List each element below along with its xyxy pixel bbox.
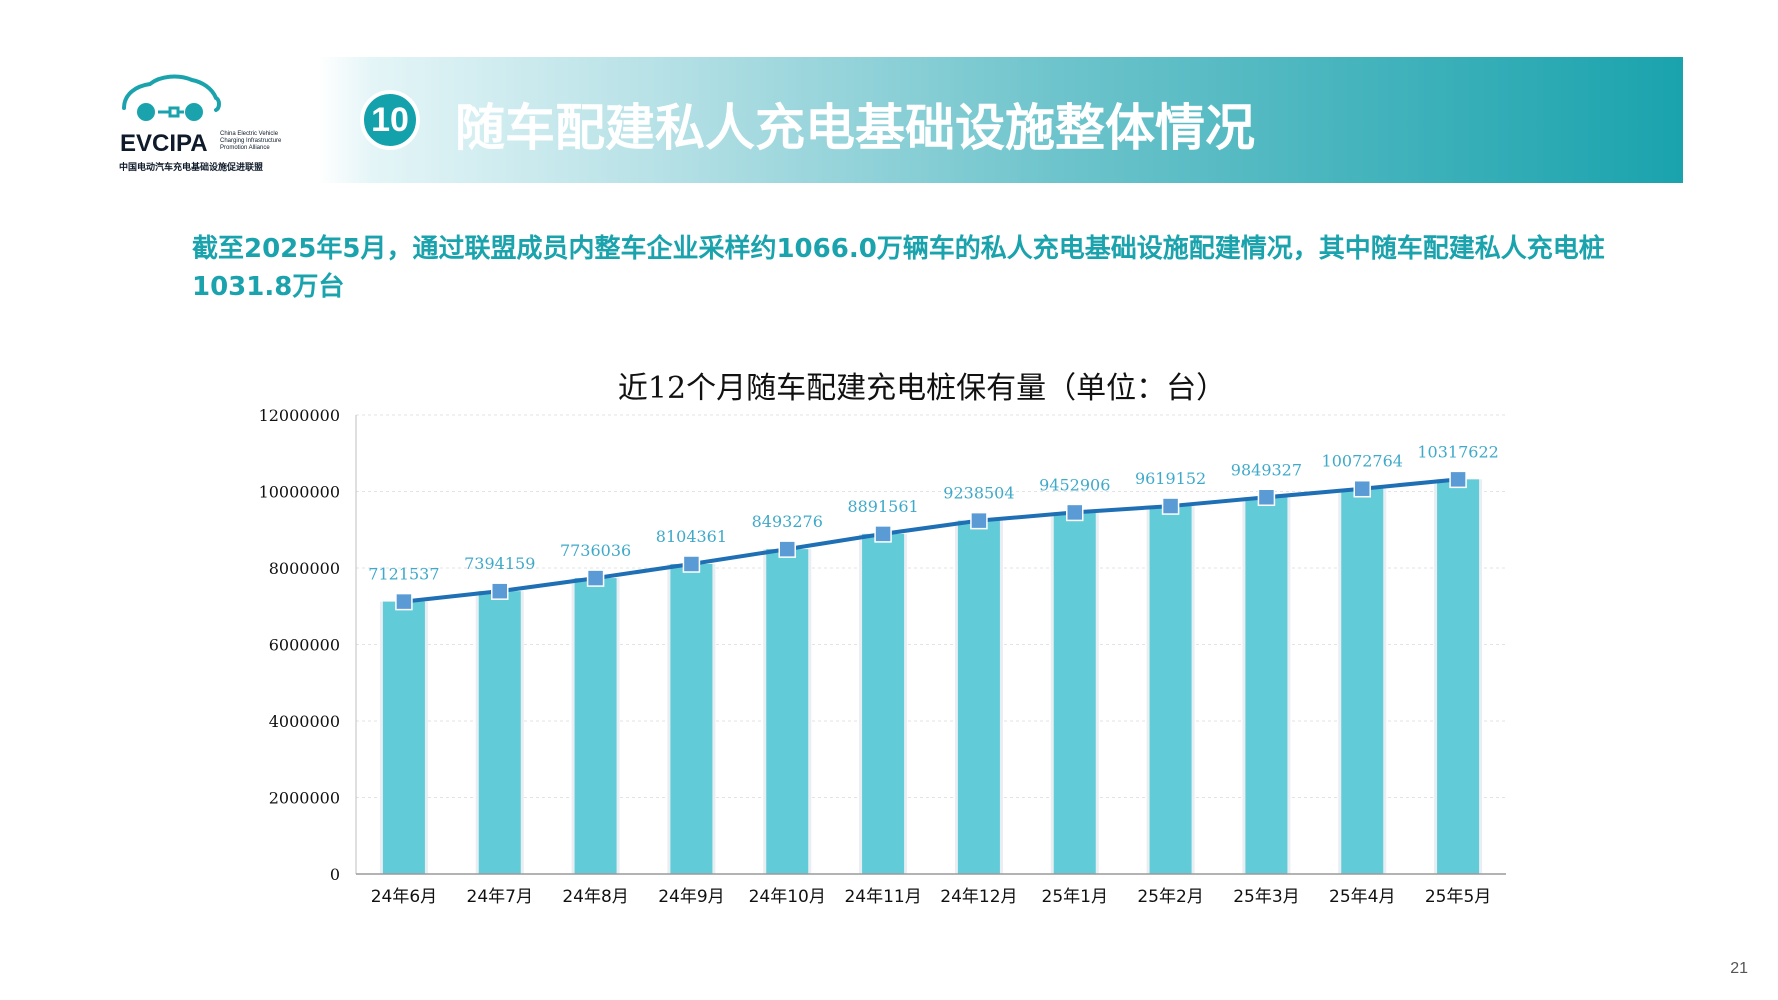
x-tick-label: 25年3月 (1233, 887, 1299, 907)
section-number-badge: 10 (360, 90, 420, 150)
x-tick-label: 25年4月 (1329, 887, 1395, 907)
summary-text: 截至2025年5月，通过联盟成员内整车企业采样约1066.0万辆车的私人充电基础… (192, 234, 1605, 302)
y-tick-label: 2000000 (269, 789, 340, 808)
line-marker (1257, 488, 1276, 507)
data-label: 7121537 (368, 565, 439, 584)
line-marker (395, 592, 413, 611)
bar (1053, 512, 1096, 874)
bar (766, 549, 809, 874)
line-marker (874, 525, 892, 543)
logo-chinese-name: 中国电动汽车充电基础设施促进联盟 (119, 163, 264, 173)
bar (957, 520, 1000, 874)
line-marker (1353, 479, 1371, 498)
y-tick-label: 4000000 (269, 712, 340, 731)
logo-subtitle-line: Promotion Alliance (220, 145, 270, 151)
logo-wordmark: EVCIPA (120, 130, 208, 157)
bar (574, 578, 617, 874)
line-marker (970, 511, 988, 530)
y-tick-label: 8000000 (269, 559, 340, 578)
bar (1149, 506, 1192, 874)
data-label: 9452906 (1039, 475, 1110, 494)
line-marker (1066, 503, 1084, 522)
y-tick-label: 6000000 (269, 636, 340, 655)
y-tick-label: 10000000 (259, 483, 340, 502)
data-label: 9238504 (943, 484, 1014, 503)
data-label: 9619152 (1135, 469, 1206, 488)
data-label: 9849327 (1231, 460, 1302, 479)
bar (382, 601, 425, 874)
bar (1341, 488, 1384, 874)
y-tick-label: 0 (330, 865, 340, 884)
section-title: 随车配建私人充电基础设施整体情况 (455, 99, 1255, 157)
data-label: 10317622 (1417, 442, 1498, 461)
data-label: 8104361 (656, 527, 727, 546)
line-marker (586, 569, 605, 587)
x-tick-label: 24年11月 (844, 887, 921, 907)
data-label: 8891561 (847, 497, 918, 516)
evcipa-logo: EVCIPA China Electric Vehicle Charging I… (116, 68, 296, 178)
bar (670, 564, 713, 874)
x-tick-label: 24年9月 (658, 887, 724, 907)
logo-subtitle-line: Charging Infrastructure (220, 138, 282, 144)
car-plug-logo-icon (122, 74, 221, 121)
line-marker (1449, 470, 1467, 489)
data-label: 7736036 (560, 541, 631, 560)
x-tick-label: 24年6月 (371, 887, 437, 907)
x-tick-label: 25年2月 (1137, 887, 1203, 907)
bar (1245, 497, 1288, 874)
logo-subtitle: China Electric Vehicle Charging Infrastr… (220, 131, 296, 152)
logo-subtitle-line: China Electric Vehicle (220, 131, 279, 137)
line-marker (1161, 497, 1180, 515)
x-tick-label: 25年5月 (1425, 887, 1491, 907)
y-tick-label: 12000000 (259, 406, 340, 425)
series-line (403, 477, 1459, 604)
x-tick-label: 25年1月 (1042, 887, 1108, 907)
data-label: 7394159 (464, 554, 535, 573)
x-tick-label: 24年8月 (562, 887, 628, 907)
line-marker (491, 582, 509, 600)
bar (862, 533, 905, 874)
x-tick-label: 24年10月 (749, 887, 826, 907)
title-banner (318, 57, 1683, 183)
data-label: 10072764 (1322, 452, 1403, 471)
line-marker (682, 555, 701, 573)
line-marker (778, 540, 796, 558)
x-tick-label: 24年7月 (467, 887, 533, 907)
chart-title: 近12个月随车配建充电桩保有量（单位：台） (618, 371, 1226, 406)
bar (1437, 479, 1480, 874)
page-number: 21 (1730, 960, 1748, 977)
data-label: 8493276 (752, 512, 823, 531)
x-tick-label: 24年12月 (940, 887, 1017, 907)
bar (478, 591, 521, 874)
